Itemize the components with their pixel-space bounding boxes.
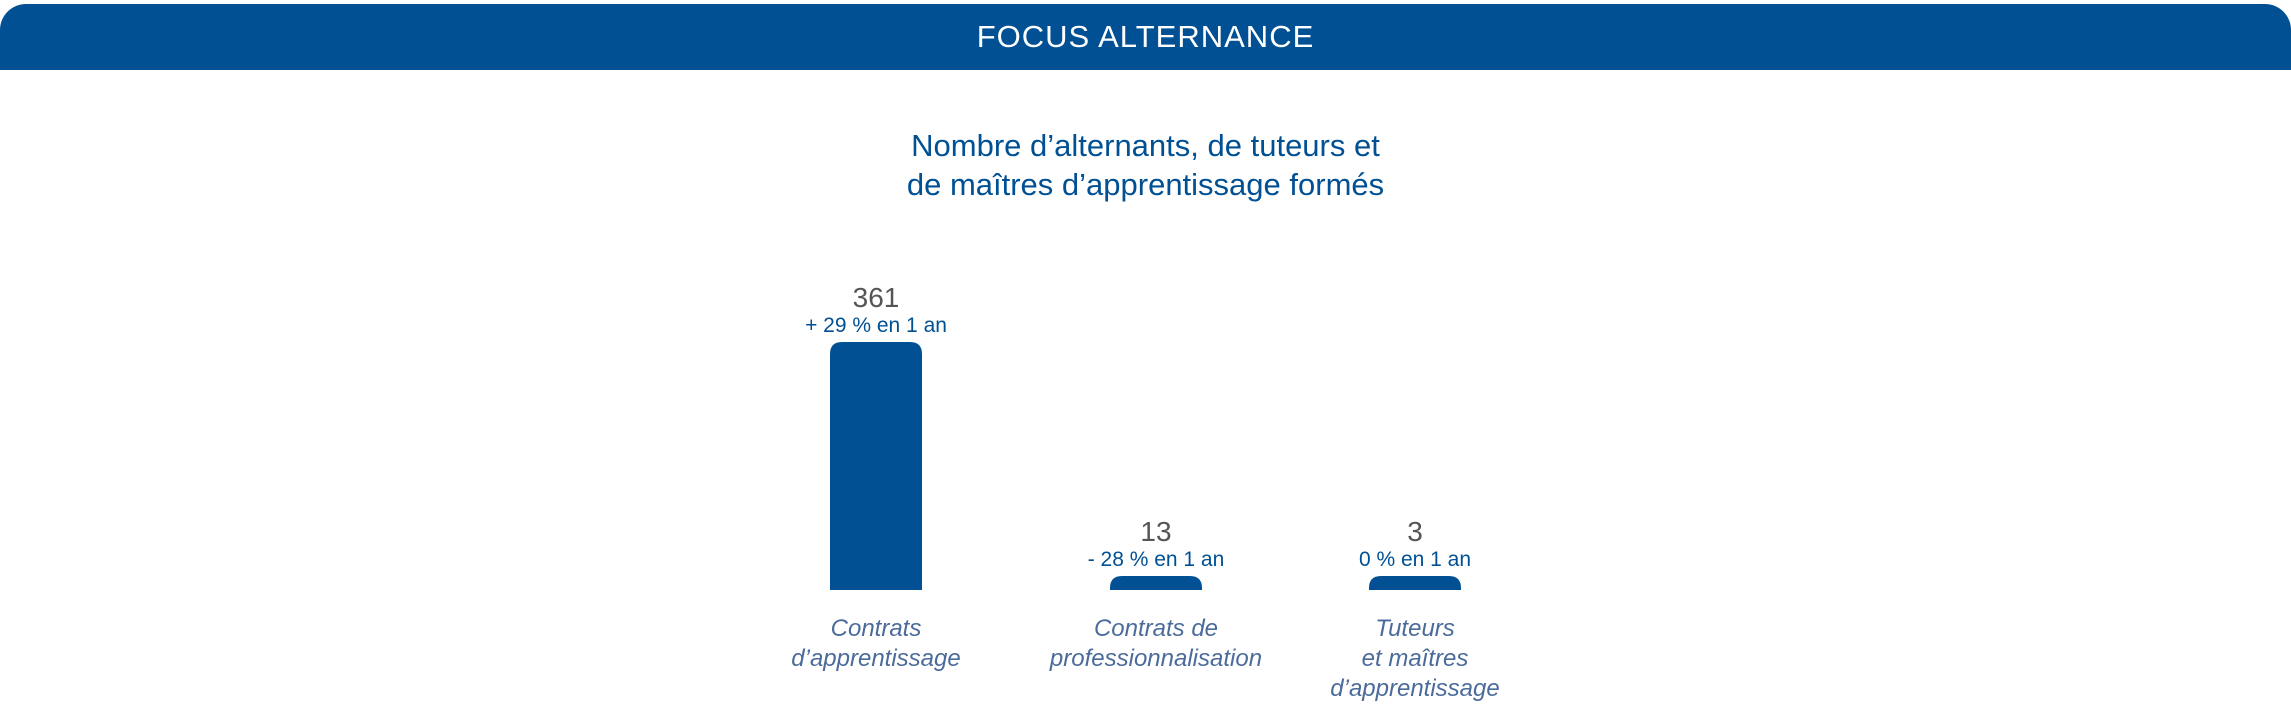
change-label-1: + 29 % en 1 an bbox=[805, 314, 947, 337]
chart-title-line-1: Nombre d’alternants, de tuteurs et bbox=[911, 128, 1380, 163]
section-title: FOCUS ALTERNANCE bbox=[976, 19, 1315, 54]
bar-2 bbox=[1110, 576, 1202, 590]
change-label-2: - 28 % en 1 an bbox=[1088, 548, 1225, 571]
change-label-3: 0 % en 1 an bbox=[1359, 548, 1471, 571]
chart-title-line-2: de maîtres d’apprentissage formés bbox=[906, 167, 1385, 202]
category-label-1-line-2: d’apprentissage bbox=[791, 645, 960, 672]
category-label-3-line-2: et maîtres bbox=[1362, 645, 1469, 672]
category-label-3-line-1: Tuteurs bbox=[1375, 615, 1455, 642]
bar-1 bbox=[830, 342, 922, 590]
category-label-2-line-2: professionnalisation bbox=[1049, 645, 1262, 672]
value-label-3: 3 bbox=[1407, 516, 1423, 547]
bar-3 bbox=[1369, 576, 1461, 590]
category-label-2-line-1: Contrats de bbox=[1094, 615, 1218, 642]
value-label-2: 13 bbox=[1140, 516, 1171, 547]
section-banner: FOCUS ALTERNANCE bbox=[0, 4, 2291, 70]
value-label-1: 361 bbox=[853, 282, 900, 313]
category-label-3-line-3: d’apprentissage bbox=[1330, 675, 1499, 702]
category-label-1-line-1: Contrats bbox=[831, 615, 922, 642]
